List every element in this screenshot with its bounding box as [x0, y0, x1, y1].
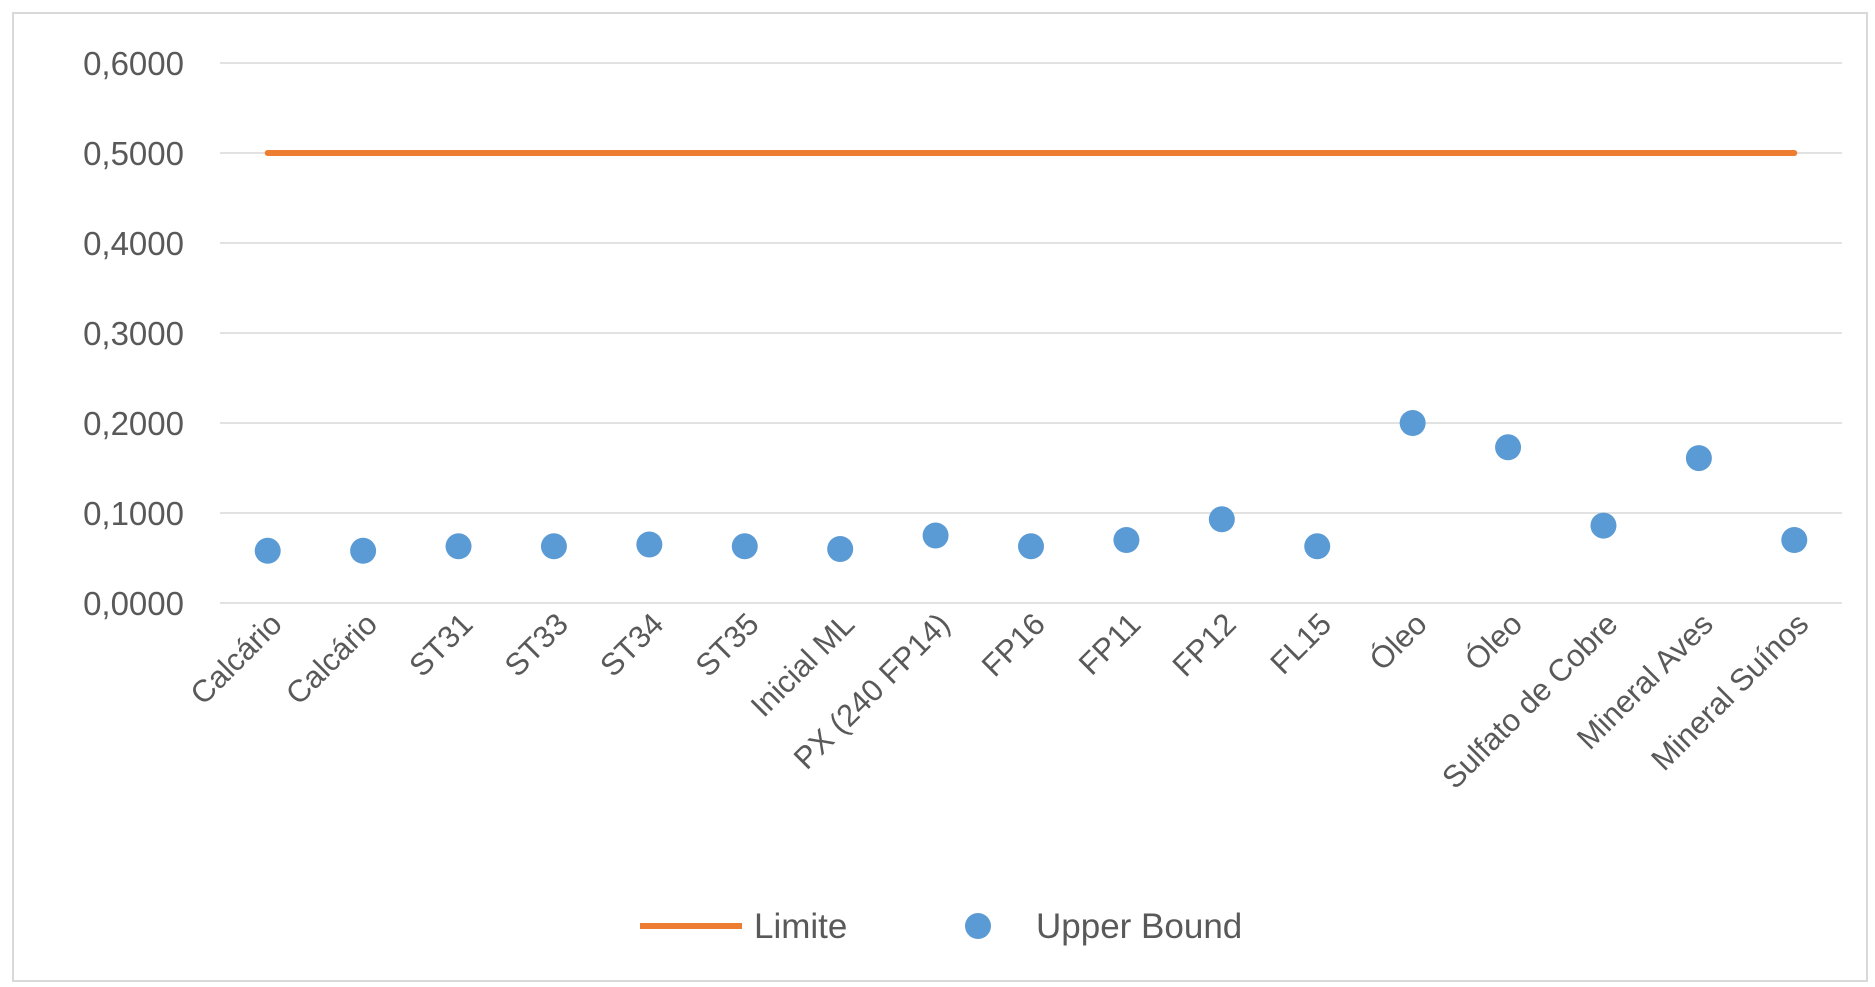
- x-tick-label: ST35: [689, 606, 766, 683]
- x-tick-label: FP11: [1072, 606, 1148, 682]
- upper-bound-point: [1781, 527, 1808, 553]
- x-tick-label: ST33: [498, 606, 575, 683]
- x-tick-label: Sulfato de Cobre: [1435, 606, 1624, 795]
- upper-bound-series: [254, 410, 1808, 564]
- x-tick-label: FP16: [975, 606, 1052, 683]
- y-tick-label: 0,0000: [83, 585, 184, 622]
- upper-bound-point: [1208, 506, 1235, 533]
- legend: Limite Upper Bound: [640, 907, 1242, 946]
- upper-bound-point: [636, 531, 663, 558]
- upper-bound-point: [1018, 533, 1044, 560]
- legend-label-limite: Limite: [754, 907, 847, 946]
- upper-bound-point: [922, 522, 949, 549]
- upper-bound-point: [731, 533, 758, 560]
- x-tick-label: FL15: [1263, 606, 1338, 681]
- y-axis-ticks: 0,0000 0,1000 0,2000 0,3000 0,4000 0,5000 0,60…: [83, 45, 184, 622]
- y-tick-label: 0,6000: [83, 45, 184, 82]
- upper-bound-point: [1113, 527, 1140, 553]
- upper-bound-point: [827, 536, 854, 562]
- chart-frame: 0,0000 0,1000 0,2000 0,3000 0,4000 0,5000 0,60…: [12, 12, 1868, 982]
- upper-bound-point: [1685, 445, 1712, 472]
- y-tick-label: 0,5000: [83, 135, 184, 172]
- y-tick-label: 0,4000: [83, 225, 184, 262]
- x-tick-label: Calcário: [183, 606, 288, 711]
- x-tick-label: Óleo: [1363, 606, 1434, 677]
- y-tick-label: 0,2000: [83, 405, 184, 442]
- legend-swatch-upper-bound: [965, 913, 991, 939]
- upper-bound-point: [1399, 410, 1426, 436]
- upper-bound-point: [254, 537, 281, 564]
- x-tick-label: ST34: [593, 606, 670, 683]
- y-tick-label: 0,3000: [83, 315, 184, 352]
- legend-label-upper-bound: Upper Bound: [1036, 907, 1242, 946]
- x-tick-label: ST31: [402, 606, 479, 683]
- upper-bound-point: [1495, 434, 1522, 461]
- x-tick-label: Calcário: [279, 606, 384, 711]
- upper-bound-point: [350, 537, 377, 564]
- x-tick-label: Óleo: [1458, 606, 1529, 677]
- upper-bound-point: [1304, 533, 1331, 560]
- upper-bound-point: [445, 533, 472, 560]
- x-tick-label: FP12: [1166, 606, 1243, 683]
- upper-bound-point: [1590, 512, 1617, 539]
- upper-bound-point: [540, 533, 567, 560]
- chart-svg: 0,0000 0,1000 0,2000 0,3000 0,4000 0,5000 0,60…: [83, 45, 1842, 946]
- y-tick-label: 0,1000: [83, 495, 184, 532]
